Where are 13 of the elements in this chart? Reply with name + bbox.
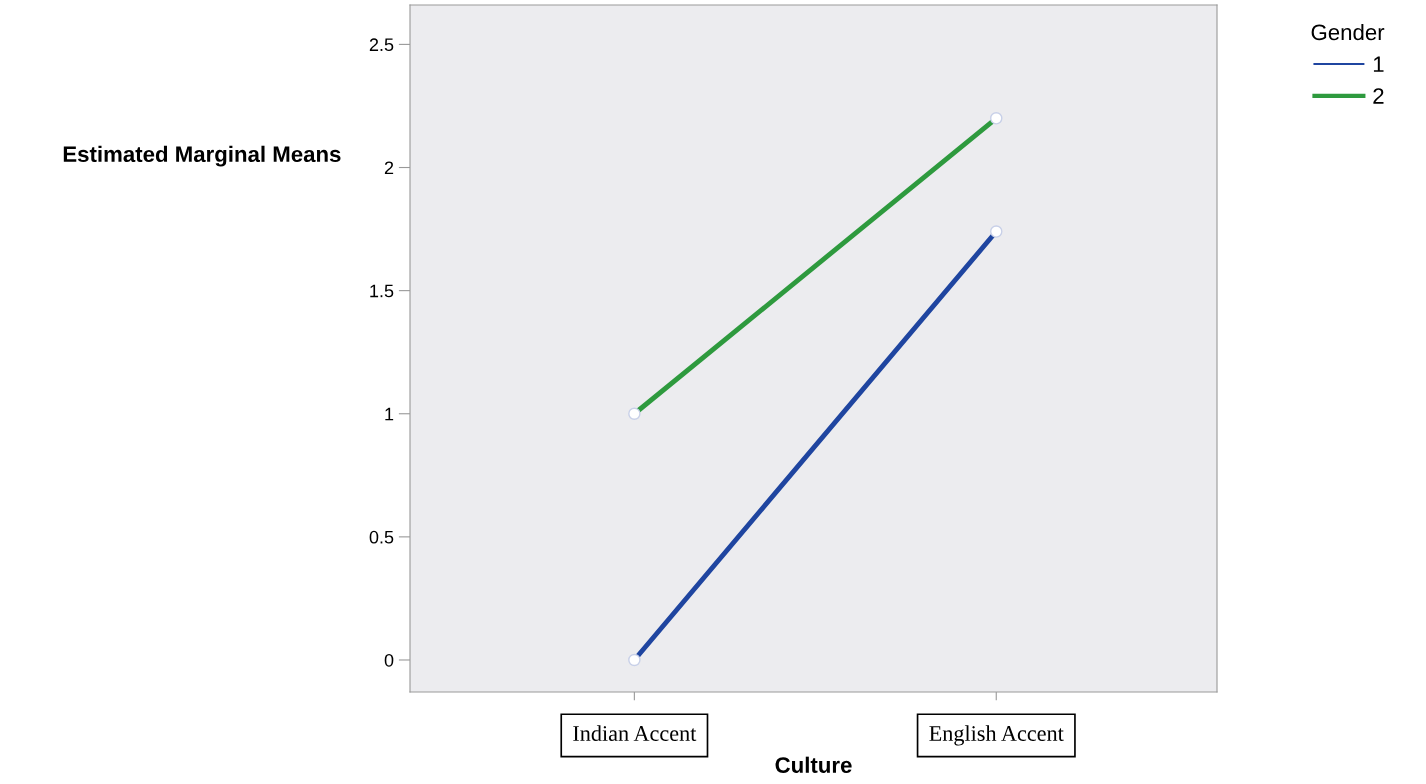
y-axis-title: Estimated Marginal Means bbox=[63, 145, 341, 167]
y-tick-label: 2 bbox=[384, 161, 394, 175]
y-tick-label: 0.5 bbox=[369, 530, 394, 544]
legend-title: Gender bbox=[1311, 23, 1385, 41]
legend-label: 1 bbox=[1373, 56, 1384, 72]
y-tick-label: 1.5 bbox=[370, 284, 394, 298]
y-tick-label: 1 bbox=[385, 407, 394, 421]
x-axis-title: Culture bbox=[775, 756, 852, 773]
y-tick-label: 2.5 bbox=[369, 38, 394, 52]
legend-label: 2 bbox=[1373, 88, 1384, 104]
x-tick-label: Indian Accent bbox=[573, 725, 697, 741]
x-tick-label: English Accent bbox=[929, 725, 1064, 746]
y-tick-label: 0 bbox=[384, 653, 394, 667]
